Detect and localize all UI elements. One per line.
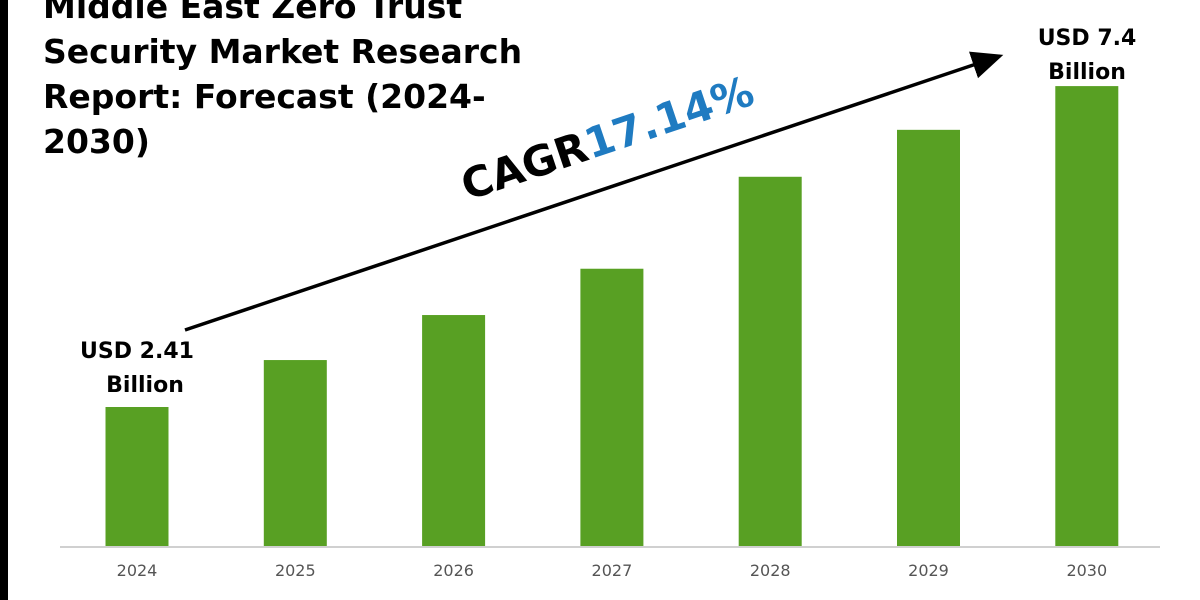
start-value-label: USD 2.41 (80, 339, 194, 364)
left-edge-bar (0, 0, 8, 600)
x-tick-label: 2030 (1066, 561, 1107, 580)
chart-title: Middle East Zero Trust Security Market R… (43, 0, 523, 161)
x-tick-label: 2027 (592, 561, 633, 580)
growth-arrow (184, 51, 1004, 332)
bar-2028 (738, 176, 802, 548)
bar-2030 (1055, 86, 1119, 548)
bar-2026 (422, 315, 486, 547)
x-tick-label: 2029 (908, 561, 949, 580)
bar-2024 (105, 407, 169, 547)
end-value-label: USD 7.4 (1038, 26, 1137, 51)
bar-2025 (263, 360, 327, 547)
bar-2027 (580, 268, 644, 547)
end-value-unit: Billion (1048, 60, 1126, 85)
x-tick-label: 2025 (275, 561, 316, 580)
bar-2029 (897, 129, 960, 547)
x-tick-label: 2024 (117, 561, 158, 580)
x-tick-label: 2026 (433, 561, 474, 580)
start-value-unit: Billion (106, 373, 184, 398)
x-tick-label: 2028 (750, 561, 791, 580)
